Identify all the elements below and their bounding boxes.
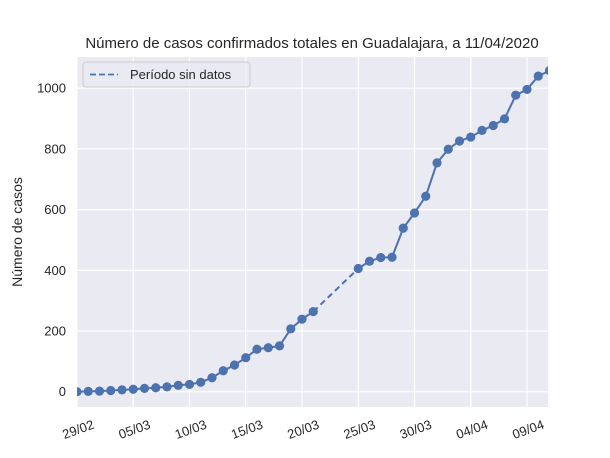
x-tick-label: 15/03 — [229, 417, 265, 442]
data-point-marker — [544, 66, 548, 75]
data-point-marker — [162, 382, 172, 392]
dashed-line-no-data — [312, 267, 359, 313]
data-point-marker — [511, 90, 521, 100]
x-tick-label: 10/03 — [173, 417, 209, 442]
data-point-marker — [252, 344, 262, 354]
y-tick-label: 400 — [44, 263, 66, 278]
legend: Período sin datos — [82, 61, 251, 88]
data-point-marker — [151, 383, 161, 393]
data-point-marker — [274, 341, 285, 351]
data-point-marker — [488, 120, 498, 131]
data-point-marker — [229, 360, 240, 370]
y-tick-label: 0 — [59, 384, 66, 399]
data-point-marker — [196, 377, 206, 387]
data-point-marker — [77, 387, 82, 397]
data-point-marker — [263, 343, 273, 353]
data-point-marker — [297, 314, 307, 324]
legend-label: Período sin datos — [130, 67, 232, 82]
y-tick-label: 200 — [44, 324, 66, 339]
data-point-marker — [83, 386, 93, 396]
x-tick-label: 05/03 — [117, 417, 153, 442]
x-tick-label: 09/04 — [510, 417, 546, 442]
plot-area — [77, 57, 548, 407]
data-point-marker — [218, 366, 228, 376]
data-point-marker — [432, 158, 442, 168]
x-axis-tick-labels: 29/02 05/03 10/03 15/03 20/03 25/03 30/03 04/04… — [60, 417, 546, 442]
x-tick-label: 25/03 — [342, 417, 378, 442]
data-point-marker — [106, 385, 116, 396]
data-point-marker — [409, 208, 420, 218]
data-point-marker — [454, 136, 465, 146]
legend-box — [82, 61, 251, 88]
data-point-marker — [443, 144, 453, 154]
x-tick-label: 04/04 — [454, 417, 490, 442]
data-point-marker — [241, 353, 251, 363]
data-point-marker — [173, 380, 183, 390]
y-tick-label: 800 — [44, 141, 66, 156]
data-point-marker — [117, 385, 127, 395]
y-axis-label: Número de casos — [9, 177, 25, 287]
data-series — [77, 66, 548, 397]
x-tick-label: 29/02 — [60, 417, 96, 442]
x-tick-label: 30/03 — [398, 417, 434, 442]
data-point-marker — [207, 373, 217, 383]
data-point-marker — [353, 263, 363, 274]
data-point-marker — [533, 71, 543, 81]
chart-title: Número de casos confirmados totales en G… — [85, 35, 538, 52]
data-point-marker — [387, 252, 397, 262]
y-axis-tick-labels: 0 200 400 600 800 1000 — [37, 81, 66, 400]
data-point-marker — [421, 191, 431, 201]
data-point-marker — [94, 386, 105, 396]
y-tick-label: 600 — [44, 202, 66, 217]
data-point-marker — [184, 379, 195, 390]
gridlines — [76, 57, 548, 407]
data-point-marker — [499, 114, 510, 124]
y-tick-label: 1000 — [37, 81, 66, 96]
data-point-marker — [286, 324, 296, 334]
data-point-marker — [376, 252, 386, 263]
data-point-marker — [398, 223, 408, 233]
data-point-marker — [477, 125, 487, 135]
series-line — [77, 310, 314, 393]
data-point-marker — [128, 384, 138, 394]
x-tick-label: 20/03 — [285, 417, 321, 442]
data-point-marker — [139, 383, 150, 393]
data-point-marker — [466, 132, 476, 142]
data-point-marker — [522, 84, 532, 95]
data-point-marker — [364, 256, 375, 266]
